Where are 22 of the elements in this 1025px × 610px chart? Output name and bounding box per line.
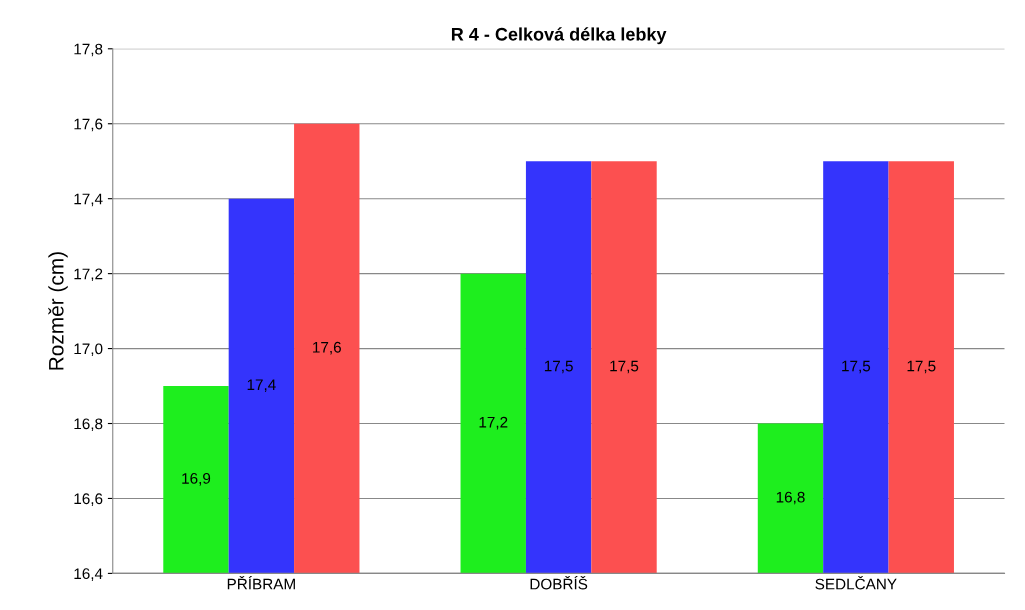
data-label: 17,5 <box>842 360 871 374</box>
x-tick-label: PŘÍBRAM <box>227 575 295 590</box>
data-label: 17,2 <box>479 416 508 430</box>
y-axis-title: Rozměr (cm) <box>48 252 68 370</box>
data-label: 16,9 <box>182 473 211 486</box>
data-label: 17,5 <box>907 360 936 374</box>
y-tick-label: 17,8 <box>74 43 103 57</box>
data-label: 17,5 <box>610 360 639 374</box>
y-tick-label: 17,6 <box>74 118 103 132</box>
data-label: 17,5 <box>544 360 573 374</box>
y-tick-label: 17,0 <box>74 343 103 357</box>
chart-title: R 4 - Celková délka lebky <box>451 27 667 45</box>
y-tick-label: 16,8 <box>74 418 103 432</box>
data-label: 17,4 <box>247 379 276 392</box>
x-tick-label: SEDLČANY <box>815 575 897 590</box>
data-label: 16,8 <box>776 491 805 505</box>
x-tick-label: DOBŘÍŠ <box>530 575 588 590</box>
y-tick-label: 17,2 <box>74 268 103 282</box>
y-tick-label: 17,4 <box>74 193 103 207</box>
y-tick-label: 16,4 <box>74 568 103 581</box>
y-tick-label: 16,6 <box>74 493 103 506</box>
data-label: 17,6 <box>313 341 341 355</box>
